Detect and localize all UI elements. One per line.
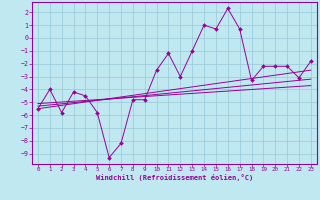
X-axis label: Windchill (Refroidissement éolien,°C): Windchill (Refroidissement éolien,°C): [96, 174, 253, 181]
